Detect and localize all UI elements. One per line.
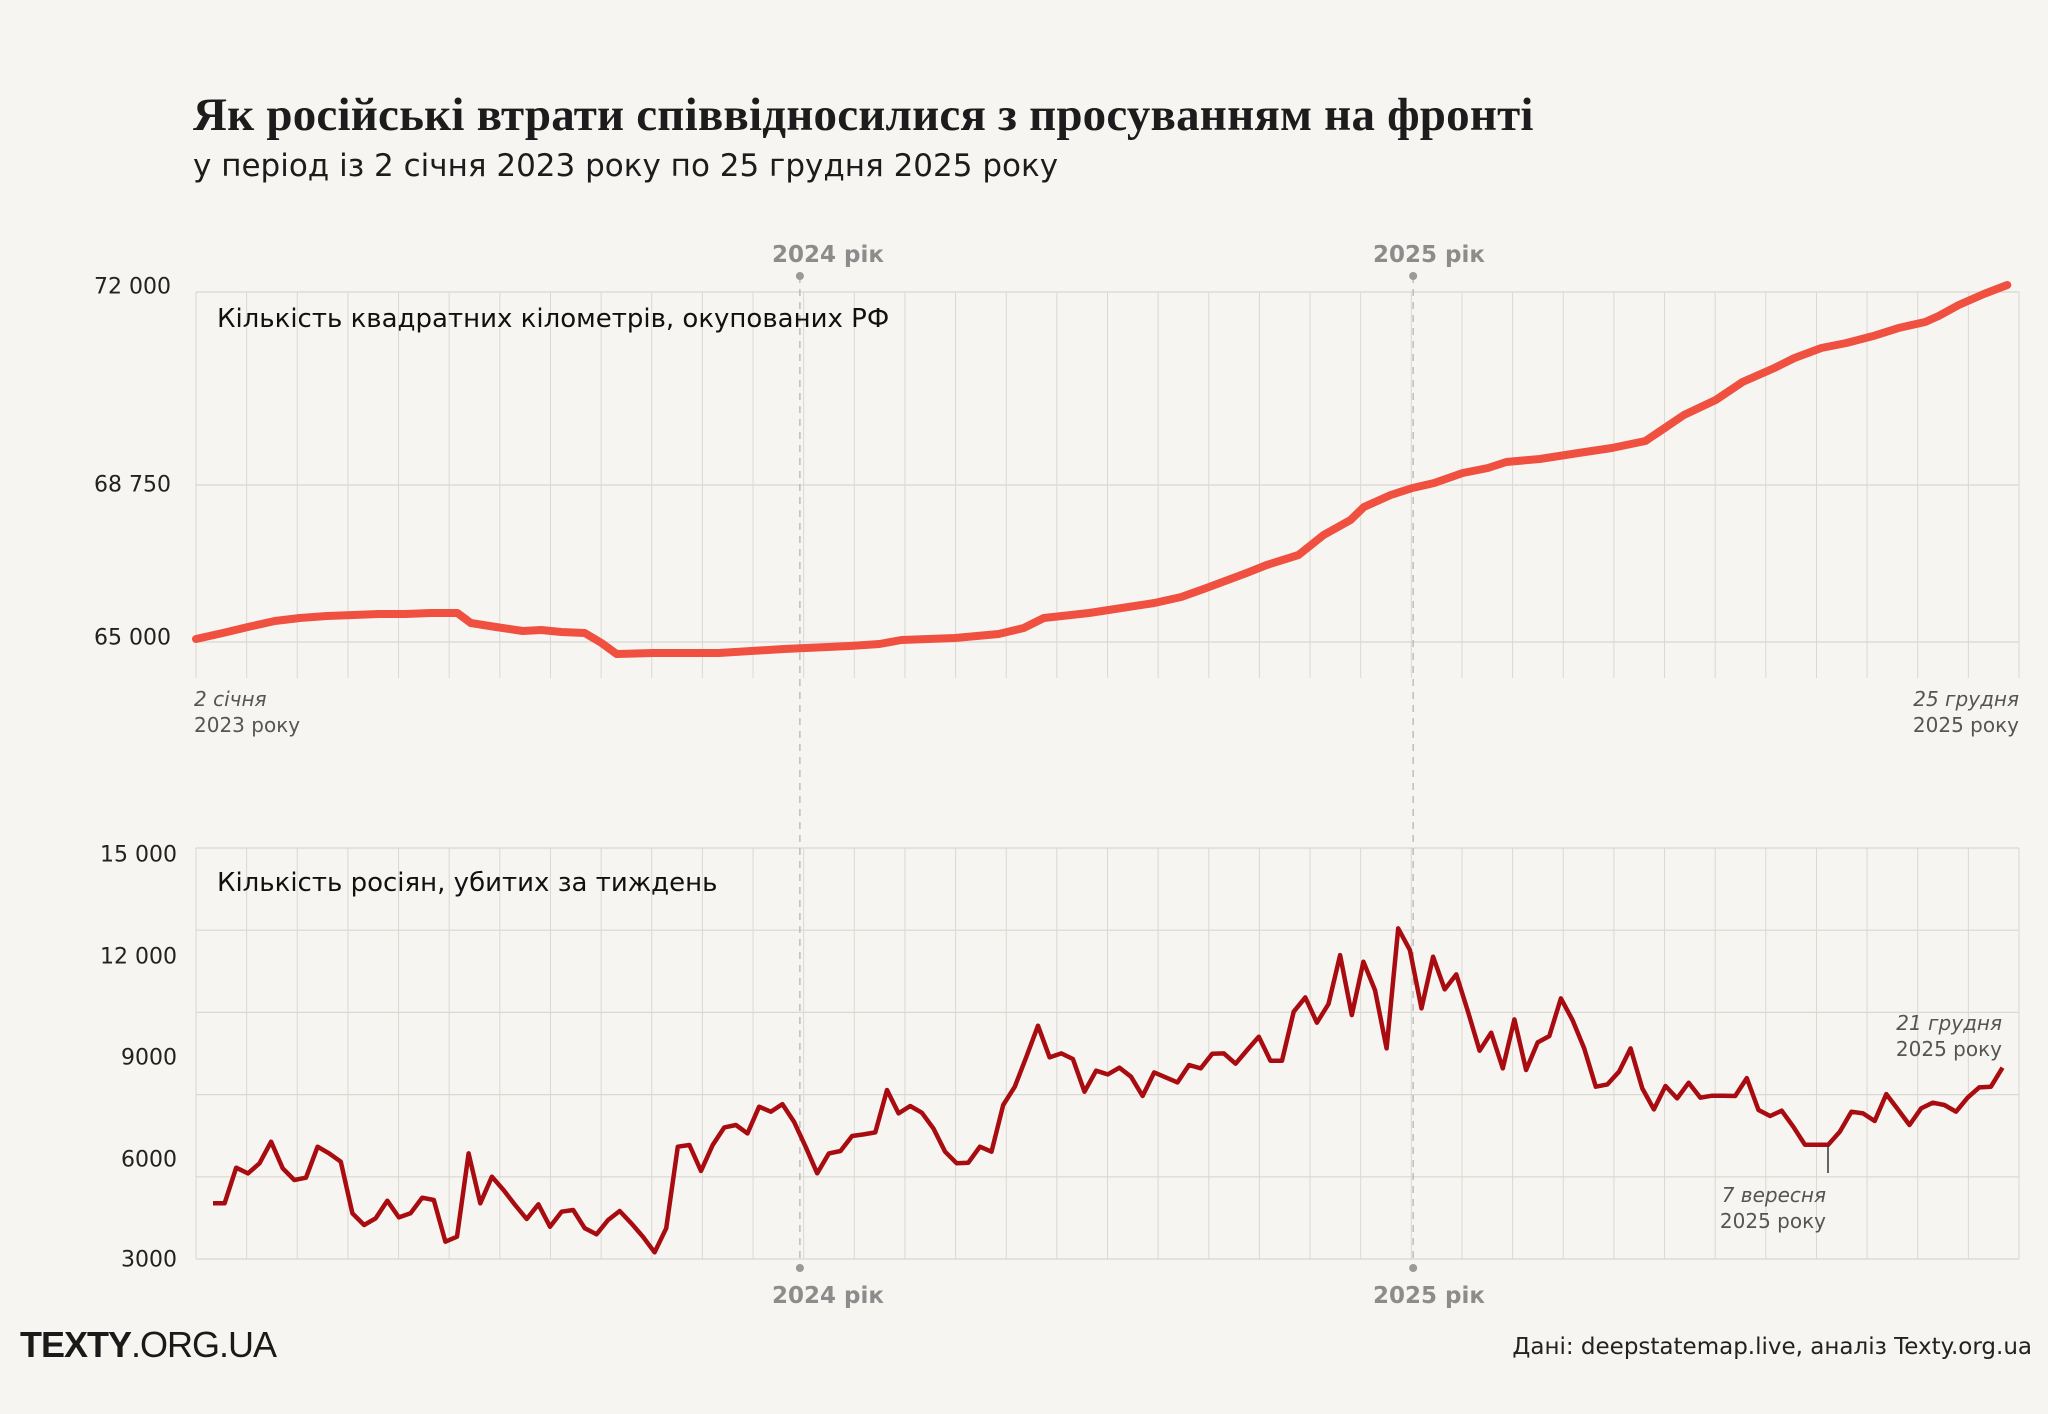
y-tick-label: 9000 <box>121 1045 177 1071</box>
year-label-2025-bottom: 2025 рік <box>1373 1283 1485 1309</box>
annotation-sept-7-year: 2025 року <box>1719 1209 1826 1233</box>
bottom-chart-title: Кількість росіян, убитих за тиждень <box>217 868 718 898</box>
annotation-sept-7-day: 7 вересня <box>1721 1183 1826 1207</box>
y-tick-label: 65 000 <box>94 625 171 651</box>
texty-logo[interactable]: TEXTY.ORG.UA <box>20 1324 277 1366</box>
y-tick-label: 72 000 <box>94 274 171 300</box>
y-tick-label: 12 000 <box>100 944 177 970</box>
year-label-2024-top: 2024 рік <box>772 242 884 268</box>
top-chart-title: Кількість квадратних кілометрів, окупова… <box>217 304 890 334</box>
annotation-dec-21-day: 21 грудня <box>1896 1011 2002 1035</box>
y-tick-label: 68 750 <box>94 472 171 498</box>
bottom-chart-grid <box>195 847 2020 1260</box>
y-tick-label: 6000 <box>121 1147 177 1173</box>
y-tick-label: 15 000 <box>100 842 177 868</box>
occupied-area-line <box>192 281 2012 658</box>
logo-bold: TEXTY <box>20 1324 132 1365</box>
annotation-dec-21: 21 грудня 2025 року <box>1896 1010 2002 1062</box>
x-end-day: 25 грудня <box>1913 687 2019 711</box>
data-source: Дані: deepstatemap.live, аналіз Texty.or… <box>1512 1334 2032 1360</box>
year-label-2025-top: 2025 рік <box>1373 242 1485 268</box>
annotation-dec-21-year: 2025 року <box>1895 1037 2002 1061</box>
annotation-sept-7: 7 вересня 2025 року <box>1720 1182 1826 1234</box>
weekly-losses-line <box>213 926 2005 1255</box>
y-tick-label: 3000 <box>121 1247 177 1273</box>
year-marker-dot <box>795 1264 804 1272</box>
year-marker-dot <box>795 272 804 280</box>
page-subtitle: у період із 2 січня 2023 року по 25 груд… <box>193 148 1059 184</box>
page-title: Як російські втрати співвідносилися з пр… <box>193 89 1534 141</box>
year-marker-lines <box>795 272 1418 1272</box>
year-label-2024-bottom: 2024 рік <box>772 1283 884 1309</box>
year-marker-dot <box>1409 272 1418 280</box>
x-start-year: 2023 року <box>194 713 301 737</box>
x-end-label: 25 грудня 2025 року <box>1913 686 2019 738</box>
logo-rest: .ORG.UA <box>131 1324 277 1365</box>
x-start-day: 2 січня <box>194 687 267 711</box>
year-marker-dot <box>1409 1264 1418 1272</box>
x-end-year: 2025 року <box>1912 713 2019 737</box>
x-start-label: 2 січня 2023 року <box>194 686 300 738</box>
